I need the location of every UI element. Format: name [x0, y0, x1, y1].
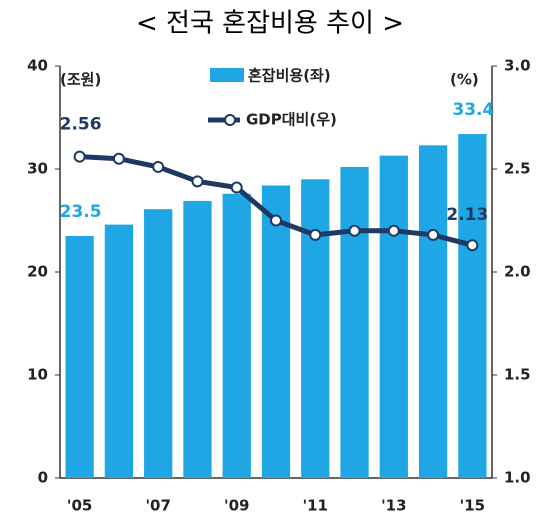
chart-title: < 전국 혼잡비용 추이 > [136, 9, 404, 39]
x-tick-label: '15 [460, 497, 485, 515]
bar [458, 133, 487, 479]
line-marker [348, 224, 361, 237]
legend-label: 혼잡비용(좌) [248, 67, 331, 85]
x-tick-label: '11 [303, 497, 328, 515]
y-tick-label: 30 [27, 160, 48, 178]
bar [418, 145, 448, 478]
line-marker [270, 214, 282, 227]
bar [144, 209, 173, 479]
y-tick-label: 20 [27, 263, 48, 281]
x-tick-label: '09 [224, 497, 249, 515]
bar [104, 224, 134, 478]
data-label: 33.4 [452, 100, 494, 120]
line-marker [112, 152, 125, 165]
data-label: 2.56 [60, 115, 102, 135]
data-label: 23.5 [60, 202, 102, 222]
line-marker [73, 150, 86, 163]
bar [379, 155, 408, 479]
bar [222, 193, 251, 478]
x-tick-label: '05 [67, 497, 92, 515]
line-marker [387, 224, 400, 237]
y-tick-label: 0 [38, 469, 48, 487]
line-marker [466, 239, 479, 252]
bar [183, 200, 212, 478]
line-marker [427, 228, 440, 241]
y2-tick-label: 3.0 [504, 57, 531, 75]
y2-tick-label: 2.5 [504, 160, 531, 178]
line-marker [191, 175, 204, 188]
y-tick-label: 10 [27, 366, 48, 384]
line-marker [309, 228, 322, 241]
x-tick-label: '07 [145, 497, 170, 515]
bar [261, 185, 291, 479]
y2-tick-label: 1.0 [504, 469, 531, 487]
y-tick-label: 40 [27, 57, 48, 75]
bar [340, 166, 369, 478]
y2-tick-label: 1.5 [504, 366, 531, 384]
bar [65, 235, 94, 478]
legend-swatch [210, 68, 244, 82]
data-label: 2.13 [446, 205, 488, 225]
line-marker [230, 181, 243, 194]
legend-marker [224, 114, 236, 126]
x-tick-label: '13 [381, 497, 406, 515]
bar [301, 179, 330, 479]
line-marker [152, 160, 165, 173]
y-axis-label: (조원) [60, 71, 101, 89]
y2-tick-label: 2.0 [504, 263, 531, 281]
legend-label: GDP대비(우) [246, 111, 337, 129]
y2-axis-label: (%) [450, 71, 479, 89]
